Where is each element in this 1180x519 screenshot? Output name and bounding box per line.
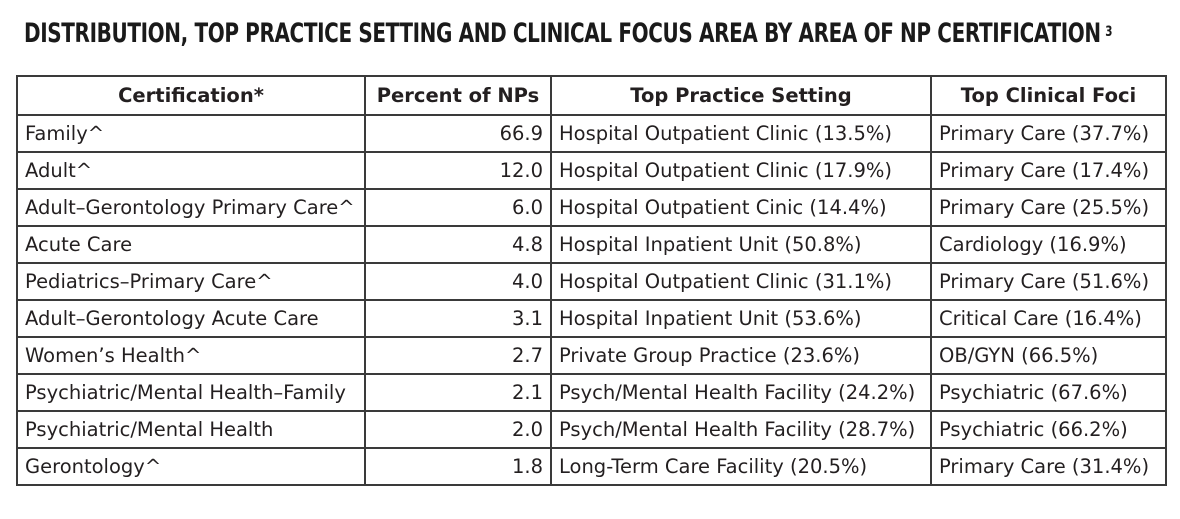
cell-certification: Pediatrics–Primary Care^ <box>16 262 366 301</box>
table-row: Psychiatric/Mental Health–Family 2.1 Psy… <box>16 373 1167 412</box>
cell-certification: Adult–Gerontology Acute Care <box>16 299 366 338</box>
cell-certification: Adult–Gerontology Primary Care^ <box>16 188 366 227</box>
table-row: Psychiatric/Mental Health 2.0 Psych/Ment… <box>16 410 1167 449</box>
table-row: Family^ 66.9 Hospital Outpatient Clinic … <box>16 114 1167 153</box>
cell-foci: Primary Care (37.7%) <box>930 114 1167 153</box>
cell-percent: 66.9 <box>364 114 552 153</box>
cell-foci: Primary Care (51.6%) <box>930 262 1167 301</box>
cell-setting: Psych/Mental Health Facility (28.7%) <box>550 410 932 449</box>
cell-percent: 4.0 <box>364 262 552 301</box>
title-footnote: 3 <box>1105 24 1113 40</box>
cell-certification: Family^ <box>16 114 366 153</box>
cell-foci: Psychiatric (66.2%) <box>930 410 1167 449</box>
cell-percent: 2.1 <box>364 373 552 412</box>
cell-certification: Adult^ <box>16 151 366 190</box>
table-row: Pediatrics–Primary Care^ 4.0 Hospital Ou… <box>16 262 1167 301</box>
cell-foci: Primary Care (31.4%) <box>930 447 1167 486</box>
table-row: Women’s Health^ 2.7 Private Group Practi… <box>16 336 1167 375</box>
cell-percent: 6.0 <box>364 188 552 227</box>
cell-certification: Gerontology^ <box>16 447 366 486</box>
cell-certification: Women’s Health^ <box>16 336 366 375</box>
cell-percent: 4.8 <box>364 225 552 264</box>
page-title: Distribution, Top Practice Setting and C… <box>24 12 1112 56</box>
cell-setting: Hospital Outpatient Clinic (13.5%) <box>550 114 932 153</box>
header-certification: Certification* <box>16 75 366 116</box>
cell-foci: Cardiology (16.9%) <box>930 225 1167 264</box>
cell-certification: Psychiatric/Mental Health <box>16 410 366 449</box>
cell-setting: Psych/Mental Health Facility (24.2%) <box>550 373 932 412</box>
cell-foci: Primary Care (25.5%) <box>930 188 1167 227</box>
cell-setting: Hospital Outpatient Clinic (31.1%) <box>550 262 932 301</box>
cell-setting: Hospital Inpatient Unit (50.8%) <box>550 225 932 264</box>
cell-percent: 1.8 <box>364 447 552 486</box>
cell-percent: 2.0 <box>364 410 552 449</box>
title-text: Distribution, Top Practice Setting and C… <box>24 18 1101 49</box>
certification-table: Certification* Percent of NPs Top Practi… <box>16 75 1167 486</box>
cell-percent: 12.0 <box>364 151 552 190</box>
header-foci: Top Clinical Foci <box>930 75 1167 116</box>
cell-setting: Hospital Inpatient Unit (53.6%) <box>550 299 932 338</box>
cell-percent: 2.7 <box>364 336 552 375</box>
table-header-row: Certification* Percent of NPs Top Practi… <box>16 75 1167 116</box>
header-percent: Percent of NPs <box>364 75 552 116</box>
table-row: Adult–Gerontology Primary Care^ 6.0 Hosp… <box>16 188 1167 227</box>
cell-setting: Hospital Outpatient Clinic (17.9%) <box>550 151 932 190</box>
cell-foci: Critical Care (16.4%) <box>930 299 1167 338</box>
table-row: Adult–Gerontology Acute Care 3.1 Hospita… <box>16 299 1167 338</box>
cell-certification: Psychiatric/Mental Health–Family <box>16 373 366 412</box>
table-row: Gerontology^ 1.8 Long-Term Care Facility… <box>16 447 1167 486</box>
cell-setting: Hospital Outpatient Cinic (14.4%) <box>550 188 932 227</box>
cell-foci: Primary Care (17.4%) <box>930 151 1167 190</box>
header-setting: Top Practice Setting <box>550 75 932 116</box>
cell-foci: Psychiatric (67.6%) <box>930 373 1167 412</box>
cell-setting: Private Group Practice (23.6%) <box>550 336 932 375</box>
cell-certification: Acute Care <box>16 225 366 264</box>
cell-setting: Long-Term Care Facility (20.5%) <box>550 447 932 486</box>
table-row: Acute Care 4.8 Hospital Inpatient Unit (… <box>16 225 1167 264</box>
cell-foci: OB/GYN (66.5%) <box>930 336 1167 375</box>
cell-percent: 3.1 <box>364 299 552 338</box>
table-row: Adult^ 12.0 Hospital Outpatient Clinic (… <box>16 151 1167 190</box>
